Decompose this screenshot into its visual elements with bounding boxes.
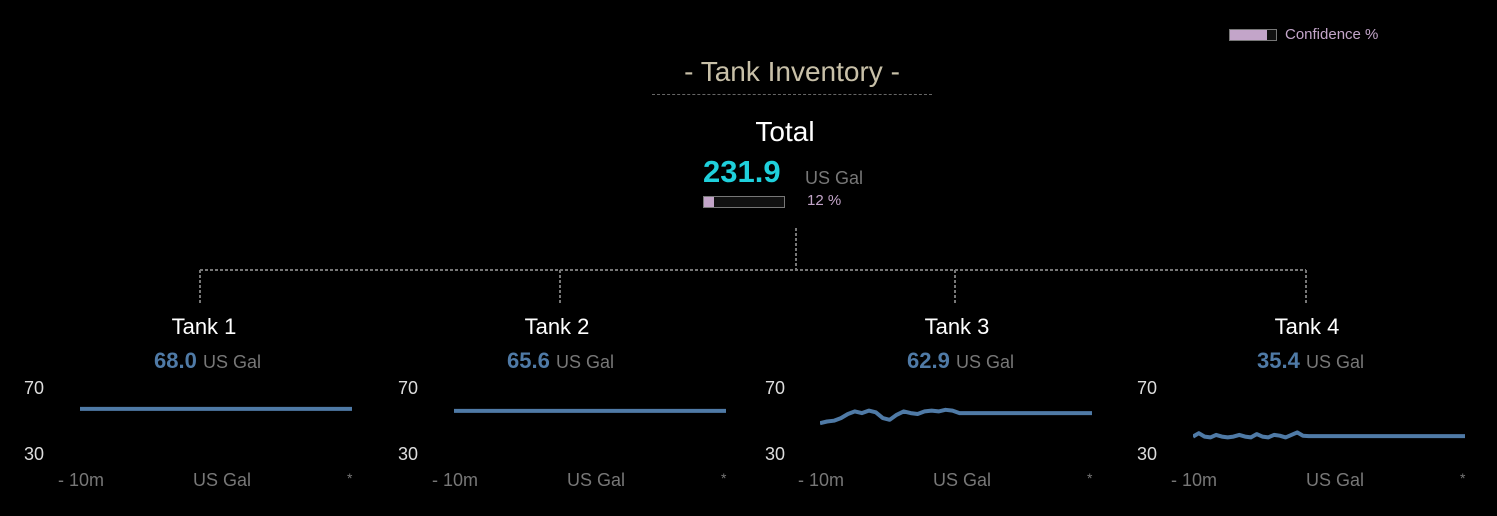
y-axis-min: 30 <box>24 444 45 464</box>
total-unit: US Gal <box>805 168 864 188</box>
y-axis-min: 30 <box>398 444 419 464</box>
y-axis-max: 70 <box>398 378 419 398</box>
tank-value: 65.6 <box>507 348 550 373</box>
x-axis-end: * <box>721 470 727 486</box>
y-axis-min: 30 <box>1137 444 1158 464</box>
total-value: 231.9 <box>703 154 781 189</box>
tank-unit: US Gal <box>955 352 1014 372</box>
x-axis-end: * <box>347 470 353 486</box>
tank-unit: US Gal <box>555 352 614 372</box>
page-title: - Tank Inventory - <box>652 56 932 95</box>
y-axis-max: 70 <box>24 378 45 398</box>
x-axis-end: * <box>1460 470 1466 486</box>
legend-label: Confidence % <box>1285 26 1379 43</box>
tank-value-row: 65.6 US Gal <box>507 348 614 374</box>
total-label: Total <box>755 116 815 147</box>
tank-sparkline <box>1193 430 1465 440</box>
tank-unit: US Gal <box>202 352 261 372</box>
tank-value: 62.9 <box>907 348 950 373</box>
total-confidence-bar <box>703 196 785 208</box>
confidence-legend: Confidence % <box>1229 26 1378 43</box>
tank-value-row: 62.9 US Gal <box>907 348 1014 374</box>
x-axis-unit: US Gal <box>933 470 992 490</box>
y-axis-max: 70 <box>1137 378 1158 398</box>
x-axis-start: - 10m <box>798 470 845 490</box>
tree-connector <box>199 228 1307 305</box>
tank-value-row: 68.0 US Gal <box>154 348 261 374</box>
total-confidence-label: 12 % <box>807 192 842 209</box>
tank-sparkline <box>454 408 726 413</box>
y-axis-min: 30 <box>765 444 786 464</box>
tank-name: Tank 3 <box>924 314 990 339</box>
legend-swatch <box>1229 28 1277 41</box>
tank-value-row: 35.4 US Gal <box>1257 348 1364 374</box>
tank-sparkline <box>820 407 1092 426</box>
tank-series-line <box>1193 430 1465 440</box>
tank-value: 68.0 <box>154 348 197 373</box>
x-axis-unit: US Gal <box>567 470 626 490</box>
tank-sparkline <box>80 406 352 411</box>
x-axis-start: - 10m <box>1171 470 1218 490</box>
x-axis-unit: US Gal <box>1306 470 1365 490</box>
tank-name: Tank 1 <box>171 314 237 339</box>
y-axis-max: 70 <box>765 378 786 398</box>
tank-name: Tank 4 <box>1274 314 1340 339</box>
x-axis-start: - 10m <box>58 470 105 490</box>
x-axis-end: * <box>1087 470 1093 486</box>
tank-value: 35.4 <box>1257 348 1300 373</box>
x-axis-unit: US Gal <box>193 470 252 490</box>
tank-name: Tank 2 <box>524 314 590 339</box>
x-axis-start: - 10m <box>432 470 479 490</box>
tank-series-line <box>820 407 1092 426</box>
tank-unit: US Gal <box>1305 352 1364 372</box>
